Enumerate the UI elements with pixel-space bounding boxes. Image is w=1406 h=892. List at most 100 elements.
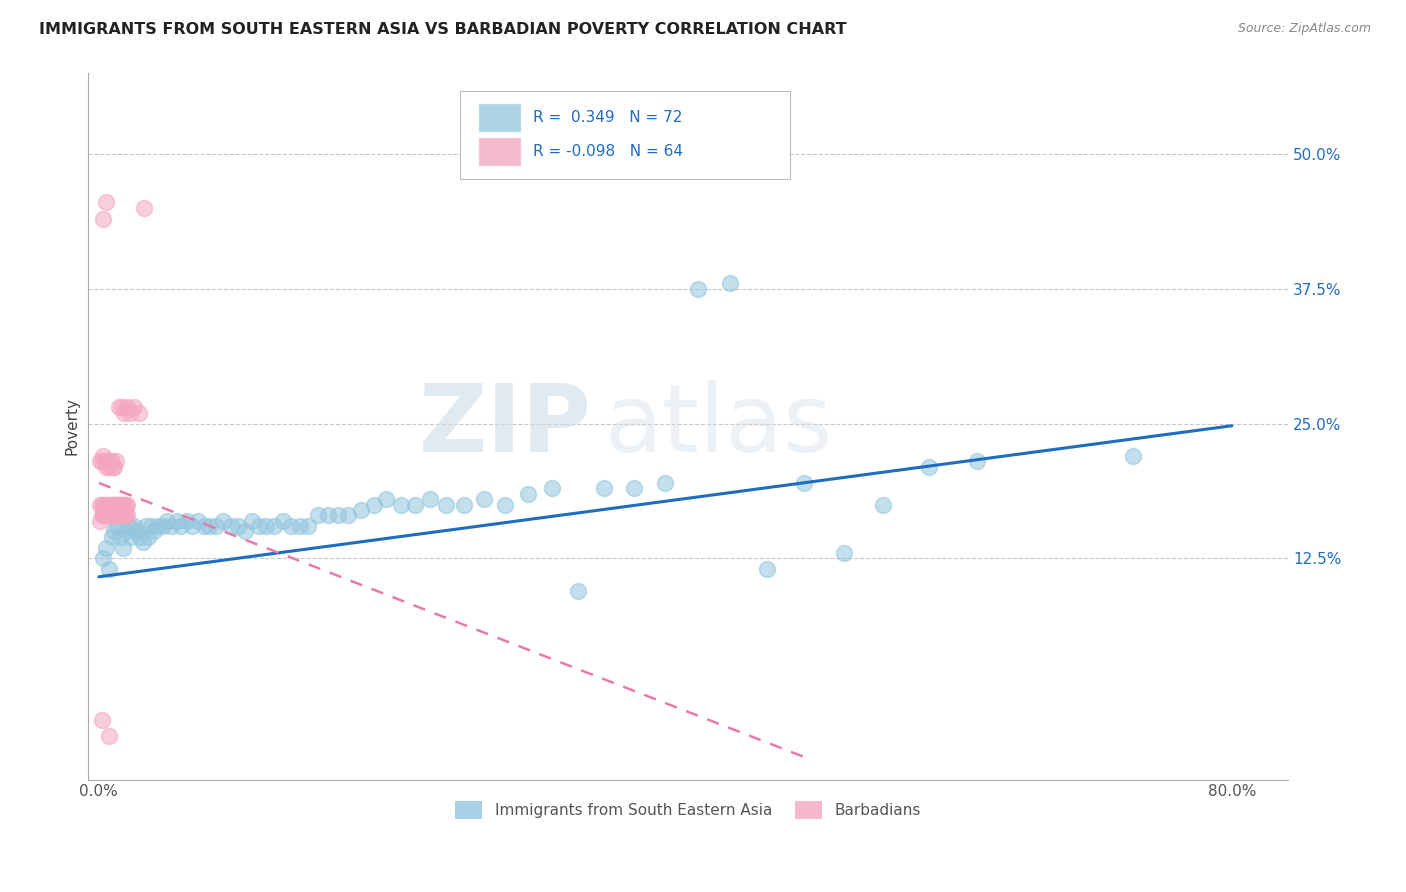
Point [233,524,256,539]
Point [90,454,112,468]
Point [100,498,122,512]
Point [89,454,111,468]
Point [90,498,112,512]
Point [98,508,121,523]
Point [91,498,114,512]
Point [97,562,120,576]
Point [156,514,179,528]
Point [686,282,709,296]
Point [100,454,122,468]
Point [263,519,285,533]
Point [91,551,114,566]
Point [166,514,188,528]
Point [115,401,138,415]
Text: ZIP: ZIP [419,380,592,472]
Point [363,498,385,512]
Point [94,195,117,210]
Point [135,519,157,533]
Point [756,562,779,576]
Point [97,508,120,523]
Point [124,519,146,533]
Point [112,508,135,523]
Text: atlas: atlas [605,380,832,472]
Point [107,498,129,512]
Point [205,519,228,533]
FancyBboxPatch shape [460,91,790,179]
Point [375,492,398,507]
Point [91,508,114,523]
Point [127,524,149,539]
Point [472,492,495,507]
Point [105,508,128,523]
Point [567,583,589,598]
Point [96,508,118,523]
Point [720,277,742,291]
Point [280,519,302,533]
Point [966,454,988,468]
Point [104,498,127,512]
Point [226,519,249,533]
Point [240,514,263,528]
Point [110,498,132,512]
Point [187,514,209,528]
Point [219,519,242,533]
Point [134,201,156,215]
Point [100,530,122,544]
Point [337,508,360,523]
Point [350,503,373,517]
Point [114,508,136,523]
Point [107,508,129,523]
Point [91,211,114,226]
Point [103,524,125,539]
Point [307,508,329,523]
Point [247,519,270,533]
Point [101,498,124,512]
Point [89,498,111,512]
Point [872,498,894,512]
Point [94,503,117,517]
Point [93,454,115,468]
Point [96,454,118,468]
Text: R = -0.098   N = 64: R = -0.098 N = 64 [533,144,683,159]
Point [101,459,124,474]
Point [105,498,128,512]
Point [593,481,616,495]
Point [494,498,516,512]
Point [132,535,155,549]
Point [404,498,426,512]
Point [419,492,441,507]
Point [97,459,120,474]
Point [111,541,134,555]
Point [389,498,412,512]
Point [115,498,138,512]
Point [434,498,457,512]
Point [129,530,152,544]
Point [110,508,132,523]
Point [108,498,131,512]
Point [90,713,112,727]
Point [176,514,198,528]
Point [89,514,111,528]
Point [1122,449,1144,463]
Legend: Immigrants from South Eastern Asia, Barbadians: Immigrants from South Eastern Asia, Barb… [449,795,927,825]
Point [97,498,120,512]
Point [271,514,294,528]
Point [115,508,138,523]
Point [181,519,204,533]
Point [108,508,131,523]
Text: R =  0.349   N = 72: R = 0.349 N = 72 [533,110,682,125]
Point [94,459,117,474]
FancyBboxPatch shape [478,136,522,166]
Point [100,508,122,523]
Point [254,519,277,533]
Text: IMMIGRANTS FROM SOUTH EASTERN ASIA VS BARBADIAN POVERTY CORRELATION CHART: IMMIGRANTS FROM SOUTH EASTERN ASIA VS BA… [39,22,846,37]
Point [517,486,540,500]
Point [110,401,132,415]
Point [94,541,117,555]
Point [143,524,166,539]
Point [111,498,134,512]
Point [93,508,115,523]
Point [91,449,114,463]
Y-axis label: Poverty: Poverty [65,397,79,455]
Point [198,519,221,533]
